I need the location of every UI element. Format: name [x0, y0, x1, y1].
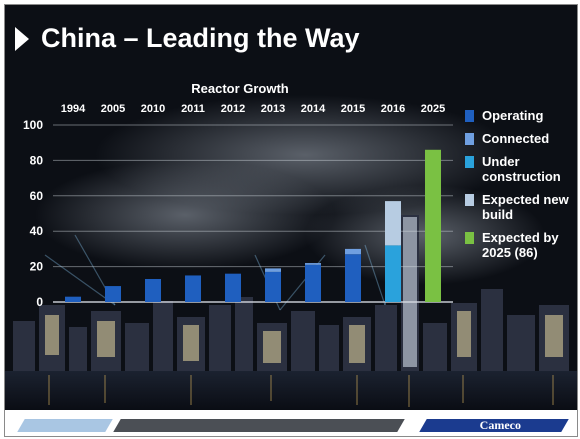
legend-item-operating: Operating	[465, 108, 577, 123]
x-axis-ticks: 1994 2005 2010 2011 2012 2013 2014 2015 2016 2025	[61, 103, 445, 115]
y-tick-label: 0	[36, 295, 43, 309]
x-tick-label: 2005	[101, 103, 125, 115]
x-tick-label: 2015	[341, 103, 365, 115]
bar-segment	[65, 296, 81, 302]
x-tick-label: 1994	[61, 103, 86, 115]
legend: Operating Connected Under construction E…	[465, 108, 577, 268]
bar-segment	[385, 245, 401, 302]
footer-bar-dark	[113, 419, 405, 432]
x-tick-label: 2010	[141, 103, 165, 115]
legend-item-under-construction: Under construction	[465, 154, 577, 184]
legend-label: Expected by 2025 (86)	[482, 230, 559, 260]
legend-swatch	[465, 232, 474, 244]
y-tick-label: 20	[30, 260, 44, 274]
y-axis-ticks: 0 20 40 60 80 100	[23, 118, 43, 309]
title-row: China – Leading the Way	[15, 23, 360, 54]
bar-segment	[425, 149, 441, 302]
x-tick-label: 2014	[301, 103, 326, 115]
bar-segment	[145, 278, 161, 302]
legend-swatch	[465, 110, 474, 122]
slide-title: China – Leading the Way	[41, 23, 360, 53]
y-tick-label: 80	[30, 153, 44, 167]
city-night-background	[5, 5, 577, 410]
legend-swatch	[465, 194, 474, 206]
legend-label: Expected new build	[482, 192, 569, 222]
bar-segment	[105, 286, 121, 302]
y-tick-label: 60	[30, 189, 44, 203]
cameco-logo-text: Cameco	[479, 418, 521, 432]
bar-segment	[185, 275, 201, 302]
bar-segment	[305, 263, 321, 265]
legend-swatch	[465, 133, 474, 145]
legend-label: Connected	[482, 131, 550, 146]
bar-segment	[225, 273, 241, 302]
footer-bar-light	[17, 419, 113, 432]
chart-title: Reactor Growth	[191, 81, 289, 96]
bar-segment	[345, 254, 361, 302]
x-tick-label: 2012	[221, 103, 245, 115]
bar-segment	[265, 271, 281, 302]
play-arrow-icon	[15, 26, 29, 51]
x-tick-label: 2025	[421, 103, 445, 115]
bar-segment	[265, 268, 281, 272]
reactor-growth-chart: Reactor Growth 0 20 40 60 80 100 1994 2005 2010…	[23, 81, 453, 309]
slide: China – Leading the Way Reactor Growth 0…	[4, 4, 578, 437]
x-tick-label: 2013	[261, 103, 285, 115]
legend-swatch	[465, 156, 474, 168]
legend-item-expected-new-build: Expected new build	[465, 192, 577, 222]
x-tick-label: 2016	[381, 103, 405, 115]
legend-item-expected-by-2025: Expected by 2025 (86)	[465, 230, 577, 260]
bar-segment	[305, 264, 321, 302]
x-tick-label: 2011	[181, 103, 205, 115]
footer: Cameco	[5, 410, 577, 436]
bar-segment	[385, 201, 401, 246]
bars	[65, 149, 441, 302]
y-tick-label: 100	[23, 118, 43, 132]
legend-label: Under construction	[482, 154, 561, 184]
y-tick-label: 40	[30, 224, 44, 238]
bar-segment	[345, 248, 361, 255]
legend-label: Operating	[482, 108, 544, 123]
legend-item-connected: Connected	[465, 131, 577, 146]
